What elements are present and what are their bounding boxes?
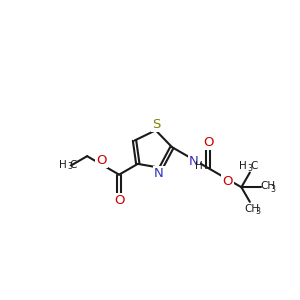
Text: C: C [70,160,77,170]
Text: O: O [203,136,213,149]
Text: H: H [59,160,67,170]
Text: S: S [152,118,160,131]
Text: O: O [114,194,124,207]
Text: O: O [96,154,107,167]
Text: 3: 3 [67,162,72,171]
Text: 3: 3 [271,185,275,194]
Text: N: N [189,155,199,168]
Text: 3: 3 [255,207,260,216]
Text: N: N [154,167,164,180]
Text: CH: CH [244,204,260,214]
Text: 3: 3 [248,164,252,173]
Text: C: C [250,161,257,171]
Text: CH: CH [260,182,275,191]
Text: H: H [239,161,247,171]
Text: O: O [222,175,233,188]
Text: H: H [194,161,202,171]
